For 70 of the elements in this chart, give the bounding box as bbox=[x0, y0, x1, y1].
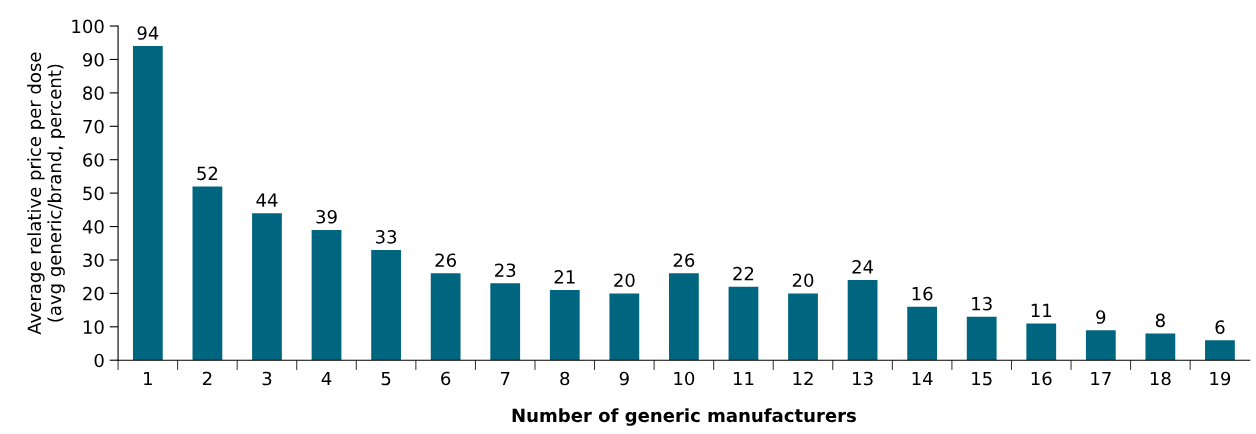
x-tick-label: 2 bbox=[202, 371, 212, 386]
data-label: 16 bbox=[912, 286, 933, 301]
x-tick-label: 12 bbox=[793, 371, 813, 386]
bar bbox=[192, 186, 223, 361]
bar bbox=[252, 213, 282, 361]
bar bbox=[907, 306, 938, 361]
y-tick-label: 0 bbox=[94, 353, 104, 368]
bar bbox=[490, 283, 521, 361]
bar bbox=[549, 290, 580, 361]
data-label: 20 bbox=[792, 273, 814, 288]
bar bbox=[788, 293, 818, 361]
x-tick-label: 18 bbox=[1150, 371, 1171, 386]
data-label: 23 bbox=[495, 263, 516, 278]
data-label: 33 bbox=[375, 230, 397, 244]
x-tick-label: 9 bbox=[619, 371, 629, 386]
bar bbox=[1145, 333, 1176, 361]
x-tick-label: 17 bbox=[1091, 371, 1111, 386]
x-tick-label: 13 bbox=[853, 371, 873, 386]
x-tick-label: 11 bbox=[733, 371, 754, 386]
data-label: 22 bbox=[733, 266, 754, 281]
bar bbox=[847, 280, 878, 361]
data-label: 94 bbox=[137, 26, 159, 40]
x-tick-label: 16 bbox=[1031, 371, 1052, 386]
data-label: 20 bbox=[614, 273, 635, 288]
bar bbox=[1205, 340, 1235, 361]
y-tick-label: 60 bbox=[83, 153, 104, 167]
x-tick-label: 10 bbox=[674, 371, 695, 386]
y-tick-label: 100 bbox=[72, 19, 104, 34]
y-tick-label: 20 bbox=[83, 286, 104, 301]
bar bbox=[728, 286, 759, 361]
bar bbox=[430, 273, 461, 361]
data-label: 8 bbox=[1155, 313, 1165, 328]
data-label: 44 bbox=[256, 193, 278, 207]
x-tick-label: 19 bbox=[1210, 371, 1231, 386]
x-axis-title: Number of generic manufacturers bbox=[512, 408, 856, 426]
y-tick-label: 10 bbox=[83, 320, 104, 334]
x-tick-label: 6 bbox=[441, 371, 451, 386]
y-tick-label: 40 bbox=[82, 220, 104, 234]
bar bbox=[966, 316, 997, 361]
data-label: 26 bbox=[673, 253, 695, 268]
y-tick-label: 70 bbox=[83, 119, 104, 134]
data-label: 26 bbox=[435, 253, 456, 268]
bar bbox=[311, 229, 342, 361]
bar bbox=[1085, 330, 1116, 361]
y-tick-label: 90 bbox=[83, 52, 104, 67]
bar bbox=[132, 46, 163, 361]
x-tick-label: 7 bbox=[500, 371, 510, 386]
bar bbox=[371, 249, 401, 361]
bar bbox=[609, 293, 640, 361]
data-label: 6 bbox=[1215, 320, 1225, 334]
data-label: 13 bbox=[972, 296, 992, 311]
x-tick-label: 5 bbox=[381, 371, 391, 386]
bar bbox=[669, 273, 699, 361]
x-tick-label: 15 bbox=[972, 371, 992, 386]
data-label: 24 bbox=[852, 260, 874, 274]
data-label: 52 bbox=[197, 166, 218, 181]
data-label: 21 bbox=[554, 270, 575, 284]
data-label: 11 bbox=[1031, 303, 1052, 317]
y-tick-label: 80 bbox=[83, 86, 104, 100]
y-tick-label: 30 bbox=[83, 253, 104, 268]
data-label: 39 bbox=[316, 209, 337, 224]
bar bbox=[1026, 323, 1057, 361]
x-tick-label: 8 bbox=[560, 371, 570, 386]
x-tick-label: 4 bbox=[321, 371, 332, 386]
x-tick-label: 1 bbox=[144, 371, 152, 386]
x-tick-label: 14 bbox=[912, 371, 933, 386]
y-tick-label: 50 bbox=[83, 186, 104, 201]
y-axis-title: Average relative price per dose (avg generic/brand, percent) bbox=[27, 52, 65, 335]
data-label: 9 bbox=[1096, 310, 1106, 324]
x-tick-label: 3 bbox=[262, 371, 272, 386]
